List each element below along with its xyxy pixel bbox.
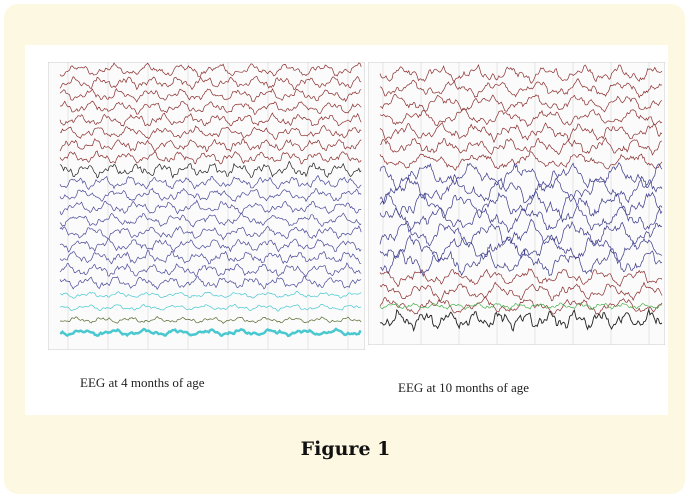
eeg-trace — [59, 262, 362, 278]
eeg-trace — [379, 190, 663, 219]
eeg-trace — [59, 303, 362, 312]
eeg-frame — [368, 62, 665, 345]
eeg-trace — [379, 122, 663, 144]
eeg-trace — [59, 138, 362, 153]
eeg-trace — [59, 316, 362, 324]
eeg-trace — [59, 238, 362, 253]
eeg-trace — [59, 212, 362, 228]
eeg-trace — [379, 205, 663, 234]
eeg-right — [368, 62, 665, 345]
eeg-trace — [59, 100, 362, 115]
eeg-trace — [379, 281, 663, 302]
eeg-trace — [59, 87, 362, 103]
eeg-trace — [59, 160, 362, 179]
eeg-trace — [59, 124, 362, 140]
eeg-trace — [379, 151, 663, 171]
eeg-trace — [379, 136, 663, 156]
eeg-trace — [59, 75, 362, 91]
figure-label: Figure 1 — [300, 438, 391, 460]
eeg-trace — [379, 108, 663, 128]
eeg-trace — [59, 112, 362, 127]
eeg-trace — [379, 248, 663, 278]
eeg-trace — [59, 150, 362, 165]
eeg-trace — [59, 291, 362, 299]
eeg-trace — [59, 225, 362, 241]
eeg-trace — [379, 77, 663, 99]
eeg-trace — [379, 302, 663, 311]
eeg-trace — [379, 268, 663, 288]
eeg-trace — [379, 173, 663, 205]
eeg-trace — [59, 199, 362, 216]
caption: EEG at 4 months of age — [80, 375, 205, 390]
eeg-trace — [59, 327, 362, 338]
caption: EEG at 10 months of age — [398, 380, 530, 395]
eeg-trace — [379, 162, 663, 192]
eeg-trace — [59, 174, 362, 190]
eeg-trace — [379, 94, 663, 113]
eeg-trace — [379, 218, 663, 248]
eeg-trace — [59, 62, 362, 78]
eeg-left — [48, 62, 365, 350]
eeg-trace — [379, 307, 663, 333]
eeg-trace — [59, 249, 362, 265]
eeg-trace — [59, 187, 362, 203]
eeg-trace — [59, 275, 362, 291]
eeg-trace — [379, 63, 663, 84]
